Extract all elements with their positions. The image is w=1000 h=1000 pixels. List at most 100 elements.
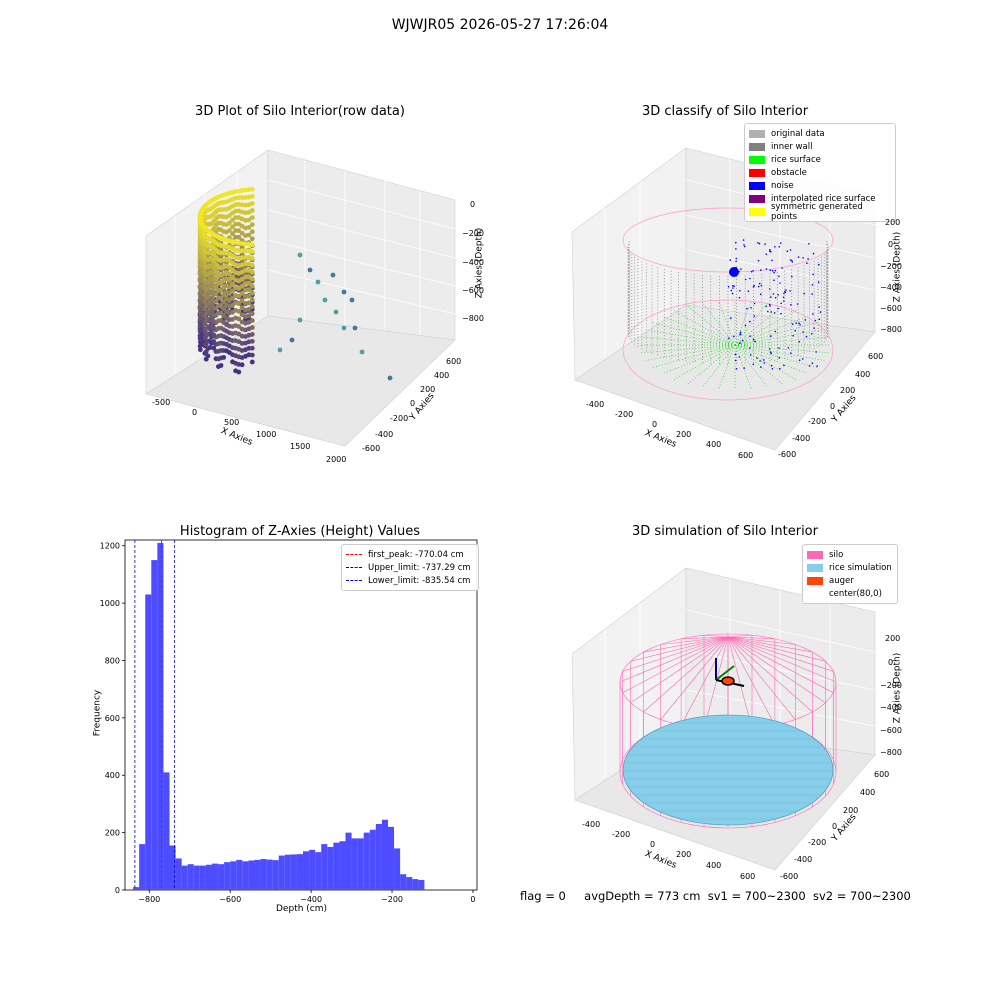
panel1-point [213, 291, 219, 296]
panel1-point [239, 283, 245, 289]
panel2-noise-point [812, 252, 815, 255]
panel2-noise-point [770, 296, 772, 298]
panel2-noise-point [771, 368, 774, 370]
silo-roof-line [643, 636, 729, 713]
panel2-rice-surface [662, 315, 736, 346]
panel2-ytick: 0 [830, 402, 836, 411]
histogram-bar [272, 860, 279, 890]
histogram-bar [199, 865, 206, 890]
panel2-noise-point [743, 244, 745, 246]
panel2-ytick: -600 [778, 450, 797, 459]
panel2-noise-point [802, 331, 804, 333]
panel2-noise-point [731, 292, 734, 295]
legend-item: original data [749, 127, 891, 140]
panel4-legend: silo rice simulation auger center(80,0) [802, 544, 898, 604]
panel2-ztick: −600 [880, 304, 902, 313]
panel4-ztick: −800 [880, 748, 902, 757]
panel2-rice-surface [652, 344, 736, 368]
histogram-bar [175, 858, 182, 890]
panel2-noise-point [757, 285, 760, 288]
panel2-noise-point [808, 365, 811, 367]
panel2-noise-point [738, 356, 741, 358]
panel1-point [333, 309, 339, 315]
panel2-noise-point [779, 367, 781, 370]
histogram-bar [157, 542, 164, 890]
panel2-noise-point [769, 249, 771, 251]
panel1-point [249, 311, 255, 317]
histogram-bar [260, 859, 267, 890]
panel1-points [197, 186, 393, 381]
panel2-legend: original data inner wall rice surface ob… [744, 123, 896, 222]
panel2-noise-point [732, 287, 734, 289]
panel2-noise-point [750, 307, 752, 309]
panel2-noise-point [805, 335, 808, 338]
panel2-noise-point [802, 358, 804, 360]
panel2-title: 3D classify of Silo Interior [641, 104, 809, 119]
panel1-ztick: −600 [462, 286, 484, 295]
histogram-bar [327, 846, 334, 890]
silo-roof-line [727, 636, 837, 683]
panel1-point [246, 293, 252, 299]
panel2-noise-point [794, 329, 796, 332]
panel2-noise-point [774, 246, 776, 248]
histogram-bar [169, 845, 176, 890]
panel2-ztick: −800 [880, 325, 902, 334]
panel2-noise-point [778, 347, 780, 349]
panel2-rice-surface [645, 329, 736, 346]
histogram-bar [296, 854, 304, 890]
panel2-rice-surface [734, 322, 818, 346]
panel1-point [289, 337, 295, 343]
histogram-bar [254, 859, 261, 890]
panel1-point [297, 252, 303, 258]
panel2-rice-surface [718, 344, 736, 390]
legend-item: auger [807, 574, 893, 587]
panel2-noise-point [769, 305, 771, 307]
panel2-noise-point [744, 278, 747, 281]
histogram-bars [133, 542, 425, 890]
histogram-bar [163, 772, 170, 890]
panel1-point [246, 306, 252, 312]
panel2-xtick: 200 [676, 430, 692, 439]
histogram-bar [315, 852, 322, 890]
status-footer: flag = 0 avgDepth = 773 cm sv1 = 700~230… [520, 889, 911, 903]
panel2-rice-surface [734, 344, 829, 354]
panel2-noise-point [735, 241, 737, 244]
panel2-noise-point [754, 340, 756, 343]
histogram-bar [187, 864, 194, 890]
panel2-rice-surface [734, 344, 752, 390]
panel1-point [236, 369, 242, 375]
histogram-bar [406, 877, 413, 890]
panel1-point [239, 362, 245, 368]
panel1-title: 3D Plot of Silo Interior(row data) [195, 104, 405, 119]
silo-roof-line [643, 636, 729, 653]
panel1-ytick: -400 [375, 430, 394, 439]
panel2-noise-point [811, 293, 813, 295]
panel2-noise-point [765, 305, 767, 308]
panel2-noise-point [735, 368, 738, 370]
panel1-point [322, 297, 328, 303]
panel1-point [246, 345, 252, 351]
silo-roof-line [727, 636, 813, 653]
histogram-bar [303, 851, 310, 890]
panel2-noise-point [783, 364, 785, 367]
histogram-bar [236, 859, 243, 890]
panel1-point [246, 274, 252, 280]
panel1-ztick: −200 [462, 229, 484, 238]
panel2-noise-point [777, 294, 779, 296]
panel2-noise-point [785, 289, 787, 291]
panel2-noise-point [791, 261, 794, 263]
panel2-noise-point [765, 268, 768, 270]
panel2-noise-point [779, 282, 781, 284]
legend-item: rice surface [749, 153, 891, 166]
panel1-point [230, 274, 235, 280]
panel1-xtick: -500 [152, 398, 171, 407]
panel2-noise-point [807, 258, 809, 260]
panel2-noise-point [749, 335, 751, 338]
panel1-ytick: 200 [420, 385, 436, 394]
panel2-noise-point [760, 284, 763, 287]
panel1-point [249, 263, 255, 268]
panel2-noise-point [750, 270, 753, 273]
panel2-noise-point [744, 324, 747, 327]
panel1-xtick: 2000 [326, 455, 347, 464]
panel1-point [233, 228, 239, 234]
